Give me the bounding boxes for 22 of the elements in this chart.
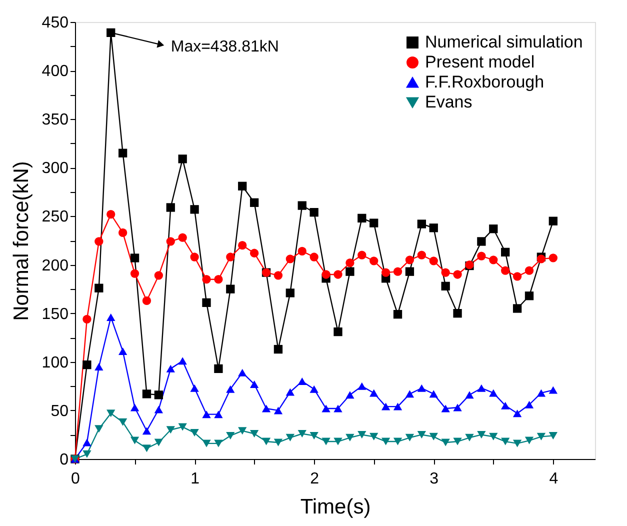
x-tick-label: 2 — [310, 470, 320, 488]
x-tick-label: 0 — [71, 470, 80, 488]
legend-label: Numerical simulation — [425, 32, 583, 52]
x-tick-label: 1 — [190, 470, 200, 488]
y-tick-label: 0 — [60, 452, 69, 468]
x-tick-label: 4 — [549, 470, 558, 488]
y-tick-label: 200 — [42, 257, 69, 274]
y-tick-label: 350 — [42, 112, 69, 129]
annotation: Max=438.81kN — [170, 38, 279, 56]
legend-label: F.F.Roxborough — [425, 72, 544, 92]
legend-label: Present model — [425, 52, 535, 72]
x-axis-title: Time(s) — [300, 496, 371, 518]
x-tick-label: 3 — [430, 470, 439, 488]
y-tick-label: 100 — [42, 354, 69, 372]
y-tick-label: 300 — [42, 160, 69, 178]
y-tick-label: 250 — [42, 208, 69, 226]
legend-label: Evans — [425, 92, 472, 112]
y-tick-label: 150 — [42, 306, 69, 323]
y-axis-title: Normal force(kN) — [10, 161, 33, 321]
y-tick-label: 50 — [50, 402, 69, 420]
y-tick-label: 450 — [42, 14, 69, 32]
y-tick-label: 400 — [42, 63, 69, 80]
